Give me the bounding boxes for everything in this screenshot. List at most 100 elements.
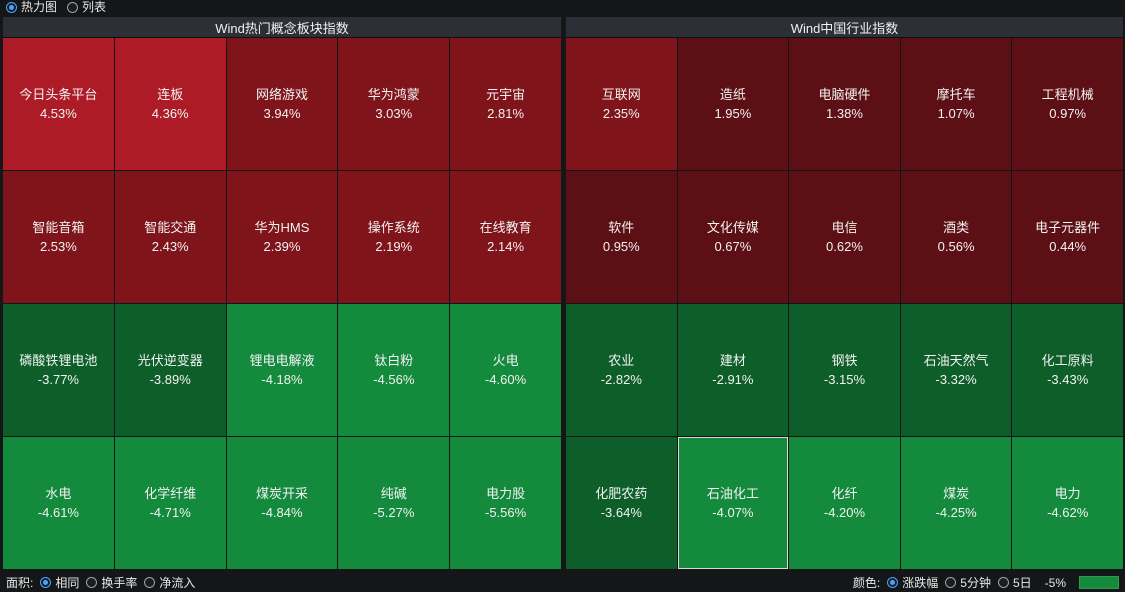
area-option-turnover[interactable]: 换手率 bbox=[86, 576, 137, 590]
heatmap-tile[interactable]: 酒类 0.56% bbox=[900, 171, 1012, 303]
heatmap-tile[interactable]: 连板 4.36% bbox=[114, 38, 226, 170]
color-option-5day[interactable]: 5日 bbox=[997, 575, 1032, 590]
heatmap-tile[interactable]: 光伏逆变器 -3.89% bbox=[114, 304, 226, 436]
heatmap-tile[interactable]: 电信 0.62% bbox=[789, 171, 900, 303]
heatmap-tile[interactable]: 华为鸿蒙 3.03% bbox=[338, 38, 450, 170]
tile-name: 文化传媒 bbox=[706, 220, 759, 235]
heatmap-tile[interactable]: 石油化工 -4.07% bbox=[677, 437, 789, 569]
heatmap-tile[interactable]: 化工原料 -3.43% bbox=[1012, 304, 1123, 436]
tile-change: -5.56% bbox=[484, 505, 527, 520]
tile-name: 钛白粉 bbox=[374, 353, 414, 368]
tile-name: 在线教育 bbox=[479, 220, 532, 235]
tile-name: 网络游戏 bbox=[255, 87, 308, 102]
area-label: 面积: bbox=[6, 576, 34, 590]
heatmap-tile[interactable]: 电子元器件 0.44% bbox=[1012, 171, 1123, 303]
tile-name: 互联网 bbox=[601, 87, 641, 102]
radio-selected-icon bbox=[887, 577, 899, 588]
heatmap-grid: 互联网 2.35% 造纸 1.95% 电脑硬件 1.38% 摩托车 1.07% 工程机械 0.97… bbox=[566, 38, 1123, 569]
heatmap-tile[interactable]: 锂电电解液 -4.18% bbox=[226, 304, 338, 436]
tile-name: 石油化工 bbox=[706, 486, 759, 501]
tile-change: -3.32% bbox=[935, 372, 977, 387]
tile-change: 3.03% bbox=[375, 106, 413, 121]
area-option-netflow[interactable]: 净流入 bbox=[144, 576, 195, 590]
heatmap-tile[interactable]: 互联网 2.35% bbox=[566, 38, 677, 170]
tile-change: 4.36% bbox=[151, 106, 189, 121]
heatmap-tile[interactable]: 化纤 -4.20% bbox=[789, 437, 900, 569]
color-scale-bar bbox=[1079, 576, 1119, 589]
tile-name: 化工原料 bbox=[1041, 353, 1094, 368]
heatmap-tile[interactable]: 今日头条平台 4.53% bbox=[3, 38, 114, 170]
tile-name: 电信 bbox=[831, 220, 858, 235]
radio-unselected-icon bbox=[67, 1, 79, 13]
industry-index-panel: Wind中国行业指数 互联网 2.35% 造纸 1.95% 电脑硬件 1.38% 摩托车 1.… bbox=[566, 17, 1123, 569]
view-option-heatmap[interactable]: 热力图 bbox=[6, 0, 57, 14]
tile-name: 磷酸铁锂电池 bbox=[19, 353, 98, 368]
tile-change: -3.15% bbox=[823, 372, 866, 387]
heatmap-tile[interactable]: 农业 -2.82% bbox=[566, 304, 677, 436]
tile-name: 工程机械 bbox=[1041, 87, 1094, 102]
tile-change: 0.95% bbox=[602, 239, 640, 254]
tile-name: 钢铁 bbox=[831, 353, 858, 368]
heatmap-tile[interactable]: 电力股 -5.56% bbox=[450, 437, 561, 569]
area-option-same[interactable]: 相同 bbox=[40, 576, 79, 590]
heatmap-tile[interactable]: 智能交通 2.43% bbox=[114, 171, 226, 303]
view-option-label: 热力图 bbox=[21, 0, 58, 14]
tile-name: 华为HMS bbox=[254, 220, 310, 235]
area-option-label: 净流入 bbox=[159, 575, 196, 590]
heatmap-tile[interactable]: 煤炭开采 -4.84% bbox=[226, 437, 338, 569]
tile-change: -2.91% bbox=[712, 372, 754, 387]
heatmap-tile[interactable]: 石油天然气 -3.32% bbox=[900, 304, 1012, 436]
heatmap-tile[interactable]: 钢铁 -3.15% bbox=[789, 304, 900, 436]
tile-name: 连板 bbox=[157, 87, 184, 102]
tile-change: -4.62% bbox=[1047, 505, 1089, 520]
heatmap-tile[interactable]: 火电 -4.60% bbox=[450, 304, 561, 436]
heatmap-tile[interactable]: 纯碱 -5.27% bbox=[338, 437, 450, 569]
tile-change: -3.64% bbox=[600, 505, 642, 520]
tile-change: 1.07% bbox=[937, 106, 975, 121]
heatmap-tile[interactable]: 在线教育 2.14% bbox=[450, 171, 561, 303]
heatmap-tile[interactable]: 钛白粉 -4.56% bbox=[338, 304, 450, 436]
heatmap-tile[interactable]: 工程机械 0.97% bbox=[1012, 38, 1123, 170]
tile-name: 化学纤维 bbox=[144, 486, 197, 501]
heatmap-tile[interactable]: 电力 -4.62% bbox=[1012, 437, 1123, 569]
tile-change: -3.89% bbox=[149, 372, 191, 387]
heatmap-tile[interactable]: 水电 -4.61% bbox=[3, 437, 114, 569]
color-option-label: 涨跌幅 bbox=[902, 575, 939, 590]
tile-change: -4.84% bbox=[261, 505, 303, 520]
area-option-label: 相同 bbox=[55, 575, 80, 590]
radio-selected-icon bbox=[40, 577, 52, 588]
tile-name: 化肥农药 bbox=[595, 486, 648, 501]
radio-unselected-icon bbox=[86, 577, 98, 588]
heatmap-tile[interactable]: 操作系统 2.19% bbox=[338, 171, 450, 303]
color-option-label: 5日 bbox=[1012, 575, 1032, 590]
tile-name: 火电 bbox=[492, 353, 519, 368]
tile-name: 电脑硬件 bbox=[818, 87, 871, 102]
tile-name: 电力股 bbox=[486, 486, 526, 501]
view-option-list[interactable]: 列表 bbox=[67, 0, 106, 14]
radio-unselected-icon bbox=[144, 577, 156, 588]
tile-change: -5.27% bbox=[373, 505, 415, 520]
tile-name: 摩托车 bbox=[936, 87, 976, 102]
tile-change: -4.18% bbox=[261, 372, 303, 387]
heatmap-tile[interactable]: 软件 0.95% bbox=[566, 171, 677, 303]
color-option-5min[interactable]: 5分钟 bbox=[945, 576, 991, 590]
heatmap-tile[interactable]: 煤炭 -4.25% bbox=[900, 437, 1012, 569]
heatmap-tile[interactable]: 摩托车 1.07% bbox=[900, 38, 1012, 170]
heatmap-tile[interactable]: 元宇宙 2.81% bbox=[450, 38, 561, 170]
tile-name: 水电 bbox=[45, 486, 72, 501]
tile-name: 元宇宙 bbox=[486, 87, 526, 102]
heatmap-tile[interactable]: 磷酸铁锂电池 -3.77% bbox=[3, 304, 114, 436]
tile-name: 煤炭开采 bbox=[255, 486, 308, 501]
tile-name: 化纤 bbox=[831, 486, 858, 501]
heatmap-tile[interactable]: 华为HMS 2.39% bbox=[226, 171, 338, 303]
heatmap-tile[interactable]: 建材 -2.91% bbox=[677, 304, 789, 436]
heatmap-tile[interactable]: 文化传媒 0.67% bbox=[677, 171, 789, 303]
heatmap-tile[interactable]: 造纸 1.95% bbox=[677, 38, 789, 170]
heatmap-tile[interactable]: 智能音箱 2.53% bbox=[3, 171, 114, 303]
tile-change: 2.81% bbox=[487, 106, 525, 121]
heatmap-tile[interactable]: 化学纤维 -4.71% bbox=[114, 437, 226, 569]
heatmap-tile[interactable]: 化肥农药 -3.64% bbox=[566, 437, 677, 569]
heatmap-tile[interactable]: 网络游戏 3.94% bbox=[226, 38, 338, 170]
heatmap-tile[interactable]: 电脑硬件 1.38% bbox=[789, 38, 900, 170]
color-option-change[interactable]: 涨跌幅 bbox=[887, 576, 938, 590]
